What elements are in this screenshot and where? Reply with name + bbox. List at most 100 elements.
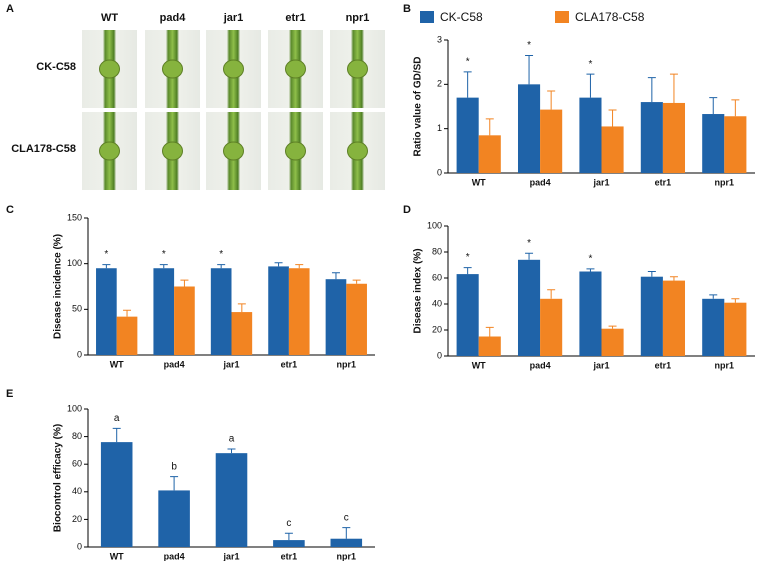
annotation: * xyxy=(527,238,531,249)
error-bar xyxy=(669,73,678,103)
bar xyxy=(456,97,479,173)
error-bar xyxy=(647,271,656,277)
x-tick-label: WT xyxy=(472,177,486,187)
error-bar xyxy=(180,279,189,287)
bar xyxy=(662,102,686,173)
error-bar xyxy=(463,267,472,275)
error-bar xyxy=(485,118,494,136)
annotation: b xyxy=(171,461,177,472)
error-bar xyxy=(709,97,718,115)
x-tick-label: jar1 xyxy=(592,177,609,187)
error-bar xyxy=(237,303,246,313)
bar xyxy=(579,271,602,356)
y-axis-label: Ratio value of GD/SD xyxy=(413,56,424,156)
bar xyxy=(153,268,175,355)
gall xyxy=(162,59,183,79)
y-tick-label: 1 xyxy=(437,123,442,133)
x-tick-label: pad4 xyxy=(530,360,551,370)
error-bar xyxy=(647,77,656,103)
bar xyxy=(456,274,479,356)
x-tick-label: etr1 xyxy=(281,551,298,561)
error-bar xyxy=(159,264,168,269)
x-tick-label: jar1 xyxy=(592,360,609,370)
error-bar xyxy=(731,298,740,303)
bar xyxy=(724,302,747,356)
annotation: c xyxy=(344,512,349,523)
bar xyxy=(579,97,602,173)
bar xyxy=(702,114,725,173)
error-bar xyxy=(586,268,595,272)
error-bar xyxy=(525,252,534,260)
row-label: CLA178-C58 xyxy=(11,143,76,155)
bar xyxy=(601,126,624,173)
annotation: * xyxy=(588,254,592,265)
bar xyxy=(158,490,190,547)
error-bar xyxy=(284,532,293,541)
column-label: pad4 xyxy=(160,12,187,24)
x-tick-label: npr1 xyxy=(715,360,735,370)
x-tick-label: jar1 xyxy=(222,551,239,561)
bar xyxy=(96,268,117,355)
error-bar xyxy=(170,476,179,491)
bar xyxy=(325,279,347,355)
x-tick-label: npr1 xyxy=(337,551,357,561)
bar xyxy=(662,280,686,356)
y-tick-label: 0 xyxy=(437,167,442,177)
bar xyxy=(640,276,663,356)
bar xyxy=(601,328,624,356)
y-tick-label: 50 xyxy=(72,304,82,314)
bar xyxy=(478,135,501,173)
y-tick-label: 60 xyxy=(432,272,442,282)
x-tick-label: etr1 xyxy=(655,177,672,187)
y-tick-label: 100 xyxy=(67,258,82,268)
annotation: * xyxy=(588,59,592,70)
panel-label: A xyxy=(6,3,14,15)
error-bar xyxy=(352,279,361,284)
column-label: jar1 xyxy=(223,12,244,24)
annotation: a xyxy=(114,413,120,424)
y-tick-label: 20 xyxy=(72,514,82,524)
x-tick-label: npr1 xyxy=(715,177,735,187)
gall xyxy=(285,59,306,79)
annotation: * xyxy=(466,57,470,68)
bar xyxy=(540,298,563,356)
annotation: * xyxy=(162,249,166,260)
bar xyxy=(702,298,725,356)
error-bar xyxy=(547,289,556,299)
y-tick-label: 20 xyxy=(432,324,442,334)
bar xyxy=(100,442,133,547)
y-tick-label: 100 xyxy=(427,220,442,230)
bar xyxy=(231,312,253,355)
y-tick-label: 80 xyxy=(432,246,442,256)
y-tick-label: 0 xyxy=(77,541,82,551)
x-tick-label: etr1 xyxy=(655,360,672,370)
column-label: WT xyxy=(101,12,118,24)
y-tick-label: 0 xyxy=(437,350,442,360)
bar xyxy=(268,266,289,355)
gall xyxy=(223,59,244,79)
error-bar xyxy=(669,276,678,281)
error-bar xyxy=(547,90,556,110)
gall xyxy=(99,59,120,79)
y-axis-label: Biocontrol efficacy (%) xyxy=(53,424,64,532)
bar xyxy=(640,102,663,173)
y-tick-label: 2 xyxy=(437,79,442,89)
legend-swatch xyxy=(420,11,434,23)
error-bar xyxy=(295,264,304,269)
x-tick-label: pad4 xyxy=(164,551,185,561)
error-bar xyxy=(112,427,121,443)
legend-swatch xyxy=(555,11,569,23)
y-tick-label: 40 xyxy=(72,486,82,496)
bar xyxy=(724,116,747,173)
error-bar xyxy=(102,264,111,269)
legend-label: CLA178-C58 xyxy=(575,10,645,24)
y-tick-label: 60 xyxy=(72,459,82,469)
x-tick-label: pad4 xyxy=(164,359,185,369)
y-axis-label: Disease incidence (%) xyxy=(53,234,64,339)
error-bar xyxy=(709,294,718,299)
x-tick-label: WT xyxy=(110,359,124,369)
bar xyxy=(215,453,248,547)
error-bar xyxy=(608,325,617,329)
column-label: etr1 xyxy=(285,12,305,24)
